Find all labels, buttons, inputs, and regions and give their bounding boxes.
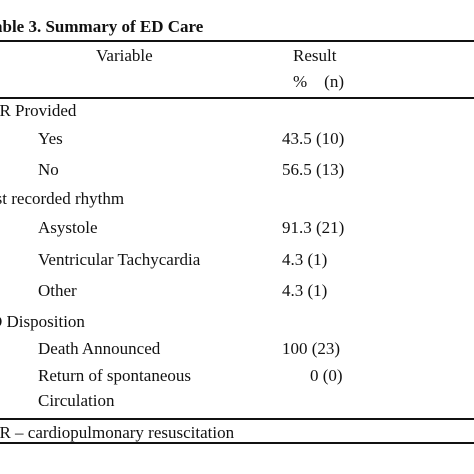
table-row: Death Announced 100 (23) xyxy=(0,339,474,363)
footnote-rule xyxy=(0,442,474,444)
table-caption: able 3. Summary of ED Care xyxy=(0,17,204,36)
result-header: Result xyxy=(293,46,337,65)
table-row: Circulation xyxy=(0,391,474,415)
table-row: No 56.5 (13) xyxy=(0,160,474,184)
table-row: PR Provided xyxy=(0,101,474,125)
row-label: Yes xyxy=(38,129,63,148)
table-row: D Disposition xyxy=(0,312,474,336)
row-value: 91.3 (21) xyxy=(282,218,345,237)
row-label: Other xyxy=(38,281,77,300)
section-label: PR Provided xyxy=(0,101,77,120)
table-row: Other 4.3 (1) xyxy=(0,281,474,305)
variable-header: Variable xyxy=(96,46,153,65)
row-value: 56.5 (13) xyxy=(282,160,345,179)
table-row: Return of spontaneous 0 (0) xyxy=(0,366,474,390)
row-label: Asystole xyxy=(38,218,98,237)
top-rule xyxy=(0,40,474,42)
table-row: Yes 43.5 (10) xyxy=(0,129,474,153)
table-footnote: PR – cardiopulmonary resuscitation xyxy=(0,423,235,442)
table-row: Asystole 91.3 (21) xyxy=(0,218,474,242)
bottom-rule xyxy=(0,418,474,420)
row-value: 43.5 (10) xyxy=(282,129,345,148)
row-value: 4.3 (1) xyxy=(282,250,328,269)
row-label: Circulation xyxy=(38,391,115,410)
row-value: 4.3 (1) xyxy=(282,281,328,300)
section-label: rst recorded rhythm xyxy=(0,189,125,208)
unit-header: % (n) xyxy=(293,72,344,91)
row-value: 100 (23) xyxy=(282,339,341,358)
row-label: Ventricular Tachycardia xyxy=(38,250,201,269)
row-label: Death Announced xyxy=(38,339,161,358)
table-row: rst recorded rhythm xyxy=(0,189,474,213)
row-label: Return of spontaneous xyxy=(38,366,191,385)
row-label: No xyxy=(38,160,59,179)
row-value: 0 (0) xyxy=(310,366,343,385)
table-row: Ventricular Tachycardia 4.3 (1) xyxy=(0,250,474,274)
section-label: D Disposition xyxy=(0,312,85,331)
header-rule xyxy=(0,97,474,99)
